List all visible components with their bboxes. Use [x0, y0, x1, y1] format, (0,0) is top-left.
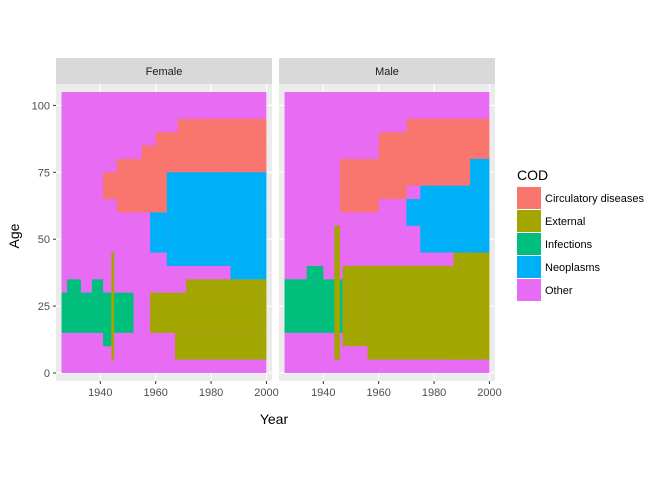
y-axis-title: Age [6, 223, 22, 248]
tile-neoplasms [470, 158, 490, 253]
tile-external [186, 279, 267, 293]
legend: COD Circulatory diseases External Infectio… [517, 167, 645, 301]
tile-infections [92, 279, 104, 293]
legend-key-other [517, 279, 541, 301]
facet-strip-male [279, 58, 495, 84]
tile-circulatory-diseases [177, 118, 206, 173]
tile-infections [67, 279, 81, 293]
legend-label-circulatory-diseases: Circulatory diseases [545, 193, 645, 205]
x-tick-label: 1940 [88, 387, 112, 399]
legend-label-external: External [545, 216, 585, 228]
x-tick-label: 1960 [366, 387, 390, 399]
tile-infections [284, 279, 343, 333]
x-tick-label: 2000 [477, 387, 501, 399]
legend-label-neoplasms: Neoplasms [545, 262, 601, 274]
tile-circulatory-diseases [116, 158, 142, 213]
y-tick-label: 100 [32, 100, 50, 112]
y-tick-label: 25 [38, 301, 50, 313]
tile-circulatory-diseases [141, 145, 156, 213]
x-tick-label: 1980 [422, 387, 446, 399]
facet-label-male: Male [375, 66, 399, 78]
tile-neoplasms [230, 172, 267, 280]
y-tick-label: 0 [44, 368, 50, 380]
tile-external [175, 332, 267, 360]
legend-key-neoplasms [517, 256, 541, 278]
y-tick-label: 50 [38, 234, 50, 246]
legend-title: COD [517, 167, 548, 183]
x-axis-title: Year [260, 411, 289, 427]
x-tick-label: 1980 [199, 387, 223, 399]
y-tick-label: 75 [38, 167, 50, 179]
x-tick-label: 2000 [254, 387, 278, 399]
facet-strip-female [56, 58, 272, 84]
tile-external [342, 265, 368, 347]
legend-key-circulatory-diseases [517, 187, 541, 209]
panels-layer: Female 1940 1960 1980 2000 0 25 50 75 100 Male 1940… [32, 58, 502, 399]
tile-circulatory-diseases [205, 118, 267, 173]
tile-circulatory-diseases [378, 132, 407, 200]
tile-circulatory-diseases [339, 158, 379, 213]
tile-neoplasms [166, 172, 231, 266]
tile-circulatory-diseases [103, 172, 117, 200]
legend-label-other: Other [545, 285, 573, 297]
tile-external [111, 252, 115, 360]
tile-neoplasms [420, 185, 471, 253]
tile-infections [306, 265, 324, 280]
tile-external [453, 252, 490, 360]
x-tick-label: 1940 [311, 387, 335, 399]
legend-key-infections [517, 233, 541, 255]
tile-external [150, 292, 267, 333]
legend-key-external [517, 210, 541, 232]
tile-neoplasms [406, 199, 421, 226]
x-tick-label: 1960 [143, 387, 167, 399]
legend-label-infections: Infections [545, 239, 593, 251]
tile-infections [61, 292, 134, 333]
facet-label-female: Female [146, 66, 183, 78]
tile-external [334, 225, 340, 360]
tile-infections [103, 332, 112, 347]
tile-neoplasms [150, 212, 167, 253]
